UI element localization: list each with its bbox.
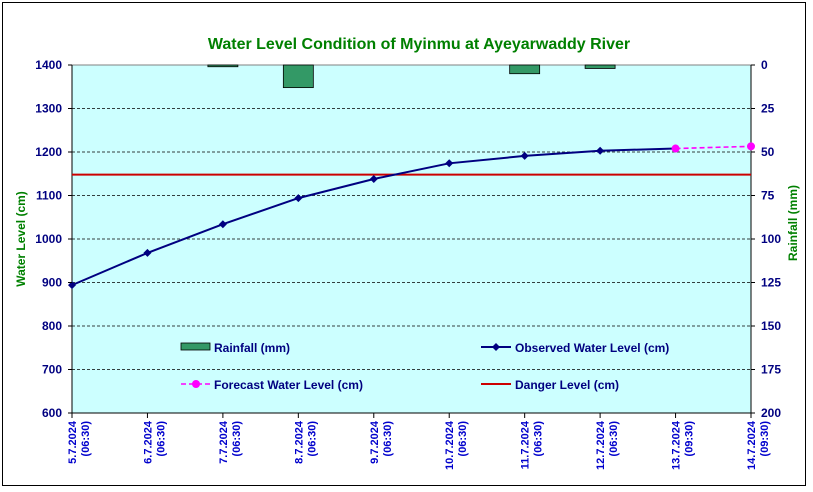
y-tick-label: 1200: [35, 145, 62, 159]
x-tick-time: (06:30): [608, 421, 620, 457]
observed-point: [68, 281, 76, 290]
x-tick-date: 9.7.2024: [369, 420, 381, 464]
x-tick-label: 9.7.2024(06:30): [369, 420, 394, 464]
y2-tick-label: 0: [761, 58, 768, 72]
x-tick-time: (06:30): [155, 421, 167, 457]
legend-label-danger: Danger Level (cm): [515, 378, 619, 392]
rainfall-bar: [509, 64, 541, 75]
y-axis-left-ticks: 600 700 800 900 1000 1100 1200 1300 1400: [35, 58, 72, 420]
x-tick-label: 7.7.2024(06:30): [218, 420, 243, 464]
x-tick-time: (06:30): [533, 421, 545, 457]
y2-tick-label: 75: [761, 189, 775, 203]
y2-tick-label: 25: [761, 102, 775, 116]
y-tick-label: 900: [42, 276, 62, 290]
legend-item-observed: Observed Water Level (cm): [481, 341, 669, 355]
x-tick-label: 12.7.2024(06:30): [595, 420, 620, 470]
rainfall-bars: [207, 64, 616, 89]
legend-label-forecast: Forecast Water Level (cm): [214, 378, 363, 392]
x-tick-time: (06:30): [382, 421, 394, 457]
chart-title: Water Level Condition of Myinmu at Ayeya…: [208, 36, 630, 53]
x-tick-date: 12.7.2024: [595, 420, 607, 470]
observed-point: [520, 151, 529, 160]
x-tick-date: 6.7.2024: [142, 420, 154, 464]
x-tick-label: 6.7.2024(06:30): [142, 420, 167, 464]
legend-item-rainfall: Rainfall (mm): [180, 341, 290, 355]
y2-axis-title: Rainfall (mm): [786, 185, 800, 261]
y2-tick-label: 125: [761, 276, 781, 290]
y2-tick-label: 175: [761, 363, 781, 377]
x-tick-date: 14.7.2024: [746, 420, 758, 470]
x-tick-date: 10.7.2024: [444, 420, 456, 470]
x-tick-date: 8.7.2024: [293, 420, 305, 464]
forecast-point: [747, 142, 755, 151]
legend-swatch-rainfall: [180, 342, 211, 351]
y-axis-right-ticks: 0 25 50 75 100 125 150 175 200: [751, 58, 781, 420]
legend-marker-forecast: [192, 380, 200, 388]
legend-item-forecast: Forecast Water Level (cm): [181, 378, 363, 392]
forecast-line: [675, 145, 752, 150]
x-tick-label: 11.7.2024(06:30): [520, 420, 545, 469]
y2-tick-label: 100: [761, 232, 781, 246]
legend: Rainfall (mm) Observed Water Level (cm) Fo…: [180, 341, 669, 392]
legend-label-rainfall: Rainfall (mm): [214, 341, 290, 355]
x-axis-ticks: 5.7.2024(06:30) 6.7.2024(06:30) 7.7.2024(0…: [67, 413, 771, 470]
y-tick-label: 800: [42, 319, 62, 333]
observed-point: [445, 159, 454, 168]
x-tick-time: (06:30): [80, 421, 92, 457]
observed-point: [596, 146, 605, 155]
y-tick-label: 1300: [35, 102, 62, 116]
y-tick-label: 600: [42, 406, 62, 420]
x-tick-label: 14.7.2024(09:30): [746, 420, 771, 470]
x-tick-label: 13.7.2024(09:30): [671, 420, 696, 470]
forecast-series: [671, 142, 755, 153]
legend-marker-observed: [492, 343, 500, 351]
x-tick-label: 8.7.2024(06:30): [293, 420, 318, 464]
y2-tick-label: 150: [761, 319, 781, 333]
observed-point: [369, 174, 378, 183]
x-tick-time: (06:30): [231, 421, 243, 457]
y-tick-label: 700: [42, 363, 62, 377]
x-tick-label: 5.7.2024(06:30): [67, 420, 92, 464]
y-tick-label: 1100: [36, 189, 62, 203]
y-tick-label: 1000: [35, 232, 62, 246]
observed-point: [143, 248, 152, 257]
y-tick-label: 1400: [35, 58, 62, 72]
x-tick-date: 13.7.2024: [671, 420, 683, 470]
x-tick-date: 5.7.2024: [67, 420, 79, 464]
x-tick-date: 7.7.2024: [218, 420, 230, 464]
x-tick-time: (06:30): [457, 421, 469, 457]
observed-point: [218, 220, 227, 229]
x-tick-label: 10.7.2024(06:30): [444, 420, 469, 470]
observed-point: [294, 194, 303, 203]
x-tick-time: (06:30): [306, 421, 318, 457]
x-tick-time: (09:30): [759, 421, 771, 457]
x-tick-date: 11.7.2024: [520, 420, 532, 469]
y2-tick-label: 50: [761, 145, 775, 159]
rainfall-bar: [207, 64, 239, 68]
forecast-point: [671, 144, 680, 153]
legend-label-observed: Observed Water Level (cm): [515, 341, 669, 355]
x-tick-time: (09:30): [684, 421, 696, 457]
rainfall-bar: [584, 64, 616, 69]
legend-item-danger: Danger Level (cm): [481, 378, 619, 392]
rainfall-bar: [282, 64, 314, 89]
y-axis-title: Water Level (cm): [14, 191, 28, 287]
y2-tick-label: 200: [761, 406, 781, 420]
